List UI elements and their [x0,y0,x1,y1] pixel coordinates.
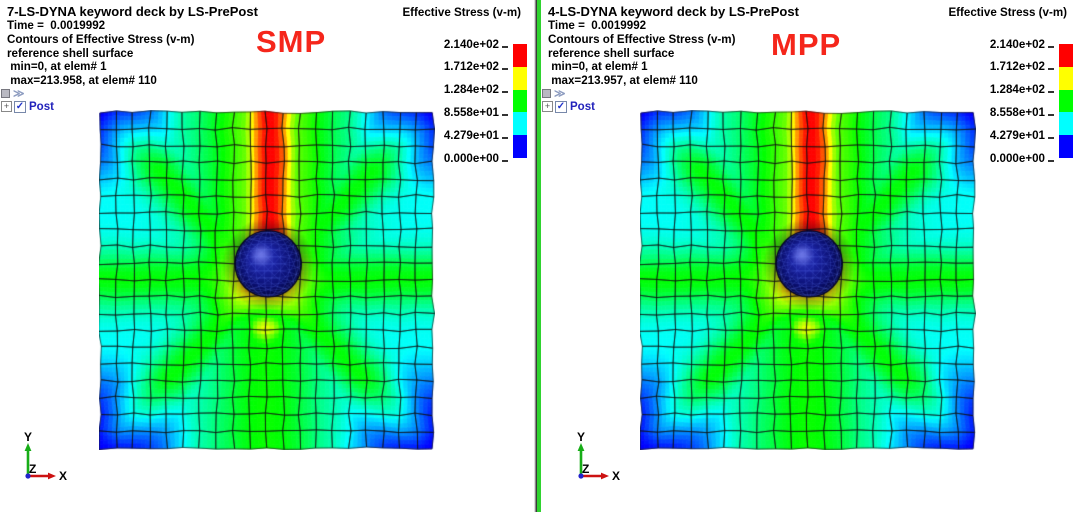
min-label: min=0, at elem# 1 [548,60,648,74]
double-chevron-icon[interactable]: ≫ [13,87,25,100]
solver-watermark: SMP [256,24,327,59]
surface-label: reference shell surface [7,46,134,60]
post-checkbox[interactable]: ✓ [555,100,567,113]
legend-color-segment [513,135,527,158]
legend-tick-icon [502,68,508,71]
legend-tick-label: 1.284e+02 [964,83,1054,96]
contour-label: Contours of Effective Stress (v-m) [548,32,736,46]
surface-label: reference shell surface [548,46,675,60]
legend-tick-icon [1048,136,1054,139]
panel-side-controls: ≫ + ✓ Post [542,87,602,113]
legend-tick-label: 1.712e+02 [964,60,1054,73]
solver-watermark: MPP [771,27,842,62]
legend-tick-label: 8.558e+01 [964,106,1054,119]
viewport-panel-smp: 7-LS-DYNA keyword deck by LS-PrePost Tim… [0,0,534,512]
max-label: max=213.957, at elem# 110 [548,74,698,88]
svg-text:X: X [59,469,67,483]
legend-tick-icon [1048,113,1054,116]
legend-tick-icon [502,159,508,162]
tree-expand-icon[interactable]: + [542,101,553,112]
legend-tick-icon [502,136,508,139]
legend-tick-label: 1.284e+02 [418,83,508,96]
svg-text:Y: Y [577,432,585,444]
legend-title: Effective Stress (v-m) [402,6,521,19]
viewport-panel-mpp: 4-LS-DYNA keyword deck by LS-PrePost Tim… [541,0,1080,512]
legend-color-segment [513,44,527,67]
svg-text:X: X [612,469,620,483]
legend-tick-label: 2.140e+02 [418,38,508,51]
legend-tick-label: 0.000e+00 [964,152,1054,165]
legend-tick-label: 0.000e+00 [418,152,508,165]
legend-tick-icon [502,113,508,116]
legend-tick-label: 8.558e+01 [418,106,508,119]
legend-tick-icon [1048,91,1054,94]
contour-plot-canvas[interactable] [99,110,435,450]
legend-color-segment [1059,135,1073,158]
legend-title: Effective Stress (v-m) [948,6,1067,19]
panel-handle-icon[interactable] [542,89,551,98]
axis-triad: Y X Z [24,432,67,483]
legend-tick-icon [1048,45,1054,48]
fringe-color-bar [1059,44,1073,158]
legend-color-segment [1059,44,1073,67]
fringe-color-bar [513,44,527,158]
plot-header: 7-LS-DYNA keyword deck by LS-PrePost Tim… [7,4,258,88]
legend-color-segment [1059,66,1073,90]
fringe-legend: Effective Stress (v-m) 2.140e+02 1.712e+0… [863,6,1073,168]
double-chevron-icon[interactable]: ≫ [554,87,566,100]
post-checkbox[interactable]: ✓ [14,100,26,113]
contour-plot-canvas[interactable] [640,110,976,450]
svg-text:Y: Y [24,432,32,444]
svg-text:Z: Z [29,462,36,476]
legend-color-segment [513,66,527,90]
panel-side-controls: ≫ + ✓ Post [1,87,61,113]
post-branch-label[interactable]: Post [570,100,595,113]
legend-color-segment [513,89,527,113]
viewport-splitter[interactable] [534,0,541,512]
time-label: Time = 0.0019992 [548,19,647,32]
legend-tick-icon [1048,159,1054,162]
legend-tick-label: 2.140e+02 [964,38,1054,51]
post-branch-label[interactable]: Post [29,100,54,113]
legend-color-segment [1059,89,1073,113]
plot-header: 4-LS-DYNA keyword deck by LS-PrePost Tim… [548,4,799,88]
legend-tick-label: 1.712e+02 [418,60,508,73]
max-label: max=213.958, at elem# 110 [7,74,157,88]
contour-label: Contours of Effective Stress (v-m) [7,32,195,46]
legend-tick-label: 4.279e+01 [418,129,508,142]
time-label: Time = 0.0019992 [7,19,106,32]
tree-expand-icon[interactable]: + [1,101,12,112]
deck-title: 7-LS-DYNA keyword deck by LS-PrePost [7,4,258,19]
panel-handle-icon[interactable] [1,89,10,98]
axis-triad: Y X Z [577,432,620,483]
legend-color-segment [513,112,527,136]
svg-text:Z: Z [582,462,589,476]
legend-tick-label: 4.279e+01 [964,129,1054,142]
legend-tick-icon [502,45,508,48]
legend-tick-icon [1048,68,1054,71]
legend-tick-icon [502,91,508,94]
legend-color-segment [1059,112,1073,136]
fringe-legend: Effective Stress (v-m) 2.140e+02 1.712e+0… [317,6,527,168]
deck-title: 4-LS-DYNA keyword deck by LS-PrePost [548,4,799,19]
min-label: min=0, at elem# 1 [7,60,107,74]
